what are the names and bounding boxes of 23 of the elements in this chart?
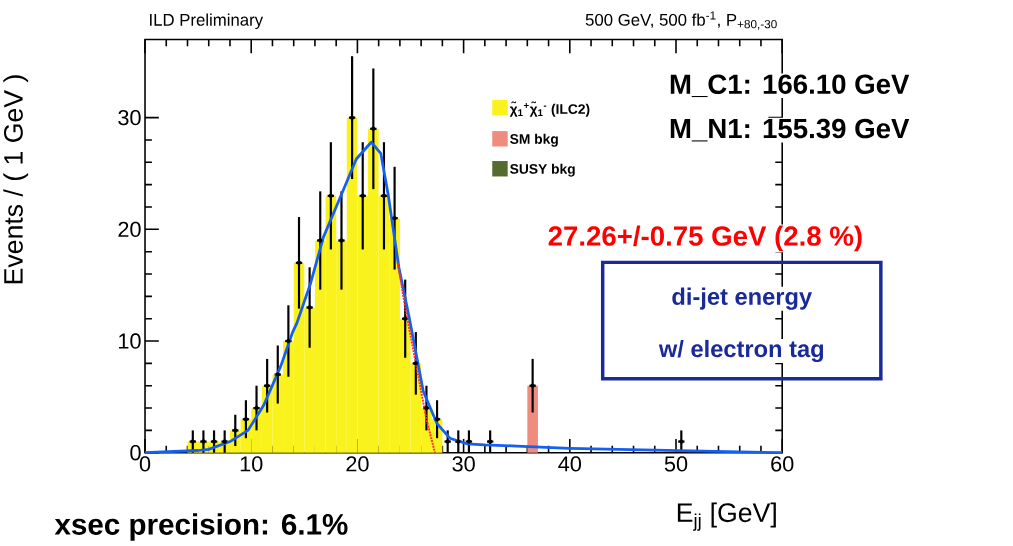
annotation: M_N1: 155.39 GeV	[670, 118, 910, 142]
x-tick-label: 40	[558, 455, 582, 472]
annotation: w/ electron tag	[658, 339, 824, 362]
x-tick-label: 60	[771, 455, 794, 472]
x-axis-title: E$_{jj}$ [GeV]	[677, 502, 776, 531]
chart-title: ILD Preliminary	[150, 13, 264, 29]
legend-label: SUSY bkg	[510, 163, 575, 177]
y-tick-label: 30	[118, 109, 141, 126]
y-tick-label: 20	[118, 221, 141, 237]
annotation: M_C1: 166.10 GeV	[670, 74, 910, 97]
annotation: 27.26+/-0.75 GeV (2.8 %)	[548, 225, 862, 252]
annotation: di-jet energy	[672, 287, 812, 310]
y-axis-title: Events / ( 1 GeV )	[3, 75, 29, 283]
x-tick-label: 20	[346, 455, 369, 472]
chart-subtitle: 500 GeV, 500 fb$^{-1}$, P$_{+80,-30}$	[585, 11, 777, 30]
text: xsec precision: 6.1%	[54, 512, 348, 541]
legend-label: χ̃$_{1}$$^{+}$χ̃$_{1}$$^{-}$ (ILC2)	[509, 101, 590, 117]
y-tick-label: 10	[119, 333, 141, 349]
x-tick-label: 50	[664, 455, 688, 472]
legend-label: SM bkg	[510, 133, 558, 147]
x-tick-label: 30	[452, 455, 475, 472]
x-tick-label: 10	[240, 455, 263, 472]
y-tick-label: 0	[130, 444, 141, 461]
